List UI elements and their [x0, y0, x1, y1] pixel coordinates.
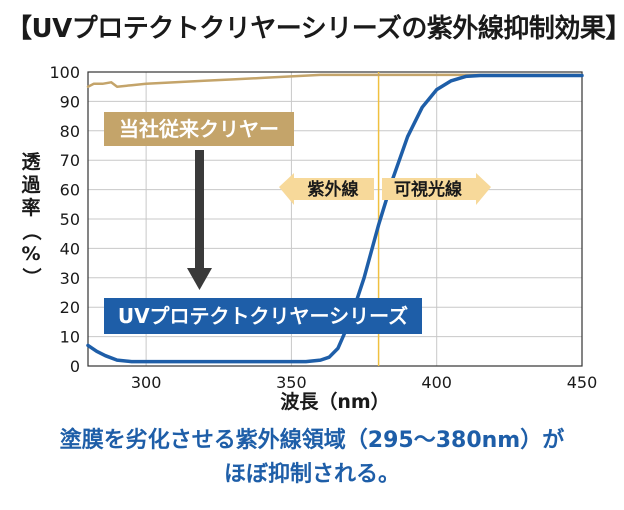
y-tick-label: 70: [60, 151, 80, 170]
y-axis-label-char: （: [20, 221, 43, 240]
y-tick-label: 20: [60, 298, 80, 317]
chart-title: 【UVプロテクトクリヤーシリーズの紫外線抑制効果】: [6, 14, 624, 44]
y-tick-label: 0: [70, 357, 80, 376]
uv-region-arrow: 紫外線: [279, 173, 374, 205]
y-tick-label: 10: [60, 328, 80, 347]
uv-protect-label-box: UVプロテクトクリヤーシリーズ: [104, 298, 422, 334]
y-axis-label-char: 率: [21, 196, 40, 219]
x-axis-label: 波長（nm）: [280, 390, 389, 413]
y-axis-label-char: 過: [21, 174, 41, 196]
y-axis-label-char: ）: [20, 267, 43, 286]
y-axis-label: 透過率 （% ）: [20, 151, 43, 287]
y-tick-label: 90: [60, 92, 80, 111]
uv-protect-label: UVプロテクトクリヤーシリーズ: [118, 304, 408, 328]
y-tick-label: 60: [60, 181, 80, 200]
y-tick-labels: 0 10 20 30 40 50 60 70 80 90 100: [49, 63, 80, 376]
caption-line-1: 塗膜を劣化させる紫外線領域（295〜380nm）が: [59, 428, 565, 453]
x-tick-label: 400: [421, 373, 452, 392]
uv-region-label: 紫外線: [308, 179, 359, 200]
caption: 塗膜を劣化させる紫外線領域（295〜380nm）が ほぼ抑制される。: [0, 424, 624, 492]
x-tick-labels: 300 350 400 450: [131, 373, 597, 392]
caption-line-2: ほぼ抑制される。: [223, 462, 400, 487]
conventional-label: 当社従来クリヤー: [119, 117, 279, 141]
conventional-label-box: 当社従来クリヤー: [104, 112, 294, 146]
plot-frame: [87, 71, 583, 367]
visible-region-label: 可視光線: [394, 179, 462, 200]
y-axis-label-char: 透: [21, 151, 41, 173]
y-tick-label: 40: [60, 239, 80, 258]
y-tick-label: 100: [49, 63, 80, 82]
series-line-conventional: [86, 73, 584, 88]
y-tick-label: 50: [60, 210, 80, 229]
y-tick-label: 30: [60, 269, 80, 288]
series: [86, 73, 584, 364]
y-axis-label-char: %: [21, 243, 40, 265]
down-arrow-icon: [187, 150, 212, 290]
series-line-uv-protect: [86, 73, 584, 364]
x-tick-label: 300: [131, 373, 162, 392]
visible-region-arrow: 可視光線: [382, 173, 491, 205]
x-tick-label: 350: [276, 373, 307, 392]
y-tick-label: 80: [60, 122, 80, 141]
x-tick-label: 450: [567, 373, 598, 392]
